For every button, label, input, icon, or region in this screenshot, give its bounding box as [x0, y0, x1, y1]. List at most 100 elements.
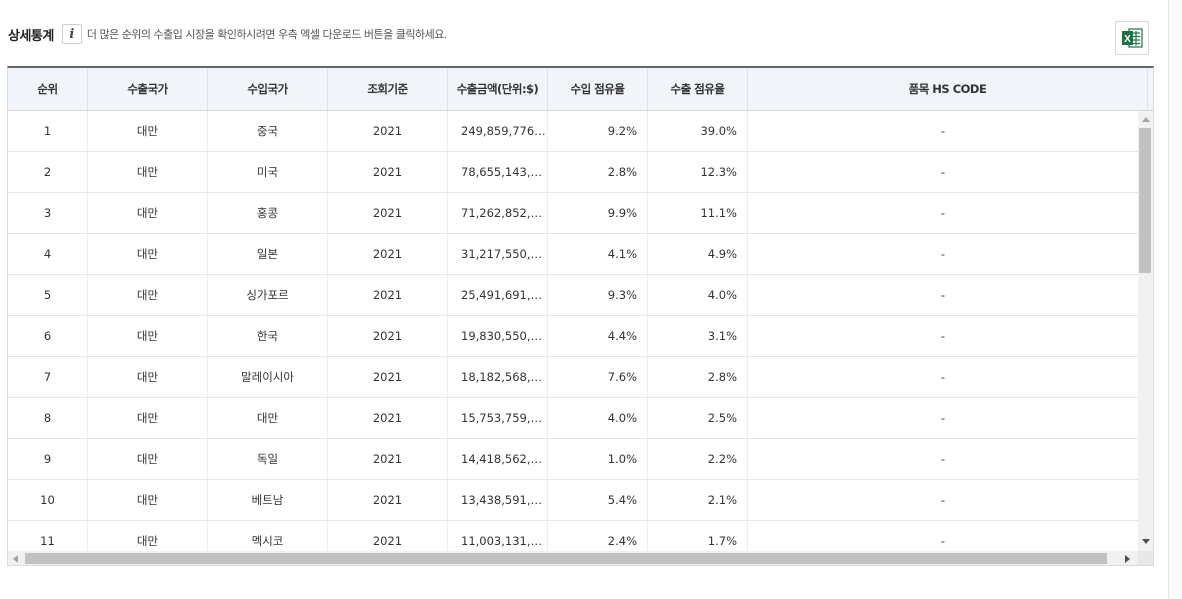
import-country-cell: 중국	[208, 111, 328, 151]
export-country-cell: 대만	[88, 480, 208, 520]
section-title: 상세통계	[8, 28, 54, 44]
export-country-cell: 대만	[88, 521, 208, 551]
export-country-cell: 대만	[88, 316, 208, 356]
export-country-cell: 대만	[88, 152, 208, 192]
info-icon[interactable]: i	[61, 24, 82, 44]
import-share-cell: 9.2%	[548, 111, 648, 151]
hs-code-cell: -	[940, 247, 946, 261]
export-amount-cell: 15,753,759,…	[448, 398, 548, 438]
export-country-cell: 대만	[88, 111, 208, 151]
table-row[interactable]: 3 대만 홍콩 2021 71,262,852,… 9.9% 11.1% -	[8, 193, 1138, 234]
column-header-export-share[interactable]: 수출 점유율	[648, 68, 748, 110]
rank-cell: 1	[8, 111, 88, 151]
export-amount-cell: 31,217,550,…	[448, 234, 548, 274]
export-amount-cell: 18,182,568,…	[448, 357, 548, 397]
column-header-import-share[interactable]: 수입 점유율	[548, 68, 648, 110]
import-share-cell: 4.0%	[548, 398, 648, 438]
hs-code-cell: -	[940, 493, 946, 507]
table-row[interactable]: 1 대만 중국 2021 249,859,776… 9.2% 39.0% -	[8, 111, 1138, 152]
grid-body: 1 대만 중국 2021 249,859,776… 9.2% 39.0% -2 대만 미국 2021…	[8, 111, 1138, 551]
export-share-cell: 1.7%	[648, 521, 748, 551]
export-country-cell: 대만	[88, 439, 208, 479]
column-header-hs-code[interactable]: 품목 HS CODE	[748, 68, 1148, 110]
hs-code-cell: -	[940, 206, 946, 220]
import-share-cell: 1.0%	[548, 439, 648, 479]
scroll-left-icon[interactable]	[13, 555, 18, 563]
rank-cell: 7	[8, 357, 88, 397]
export-share-cell: 12.3%	[648, 152, 748, 192]
hs-code-cell: -	[940, 534, 946, 548]
export-share-cell: 11.1%	[648, 193, 748, 233]
reference-year-cell: 2021	[328, 193, 448, 233]
import-country-cell: 일본	[208, 234, 328, 274]
table-row[interactable]: 7 대만 말레이시아 2021 18,182,568,… 7.6% 2.8% -	[8, 357, 1138, 398]
export-amount-cell: 13,438,591,…	[448, 480, 548, 520]
table-row[interactable]: 10 대만 베트남 2021 13,438,591,… 5.4% 2.1% -	[8, 480, 1138, 521]
reference-year-cell: 2021	[328, 111, 448, 151]
export-amount-cell: 14,418,562,…	[448, 439, 548, 479]
horizontal-scrollbar[interactable]	[8, 551, 1138, 565]
import-country-cell: 싱가포르	[208, 275, 328, 315]
import-country-cell: 말레이시아	[208, 357, 328, 397]
hs-code-cell: -	[940, 124, 946, 138]
download-notice: 더 많은 순위의 수출입 시장을 확인하시려면 우측 엑셀 다운로드 버튼을 클…	[86, 28, 448, 41]
table-row[interactable]: 11 대만 멕시코 2021 11,003,131,… 2.4% 1.7% -	[8, 521, 1138, 551]
rank-cell: 6	[8, 316, 88, 356]
excel-download-button[interactable]: X	[1115, 21, 1149, 55]
rank-cell: 2	[8, 152, 88, 192]
reference-year-cell: 2021	[328, 357, 448, 397]
export-share-cell: 2.2%	[648, 439, 748, 479]
export-share-cell: 2.8%	[648, 357, 748, 397]
reference-year-cell: 2021	[328, 521, 448, 551]
excel-download-icon: X	[1122, 28, 1143, 48]
vertical-scrollbar[interactable]	[1138, 111, 1153, 551]
rank-cell: 4	[8, 234, 88, 274]
import-country-cell: 홍콩	[208, 193, 328, 233]
export-amount-cell: 19,830,550,…	[448, 316, 548, 356]
reference-year-cell: 2021	[328, 439, 448, 479]
export-share-cell: 4.0%	[648, 275, 748, 315]
import-country-cell: 베트남	[208, 480, 328, 520]
reference-year-cell: 2021	[328, 234, 448, 274]
export-country-cell: 대만	[88, 234, 208, 274]
section-header: 상세통계 i 더 많은 순위의 수출입 시장을 확인하시려면 우측 엑셀 다운로…	[8, 22, 447, 46]
import-share-cell: 9.9%	[548, 193, 648, 233]
import-country-cell: 미국	[208, 152, 328, 192]
column-header-spacer	[1148, 68, 1153, 110]
statistics-grid: 순위 수출국가 수입국가 조회기준 수출금액(단위:$) 수입 점유율 수출 점…	[7, 66, 1154, 566]
export-share-cell: 3.1%	[648, 316, 748, 356]
vertical-scroll-thumb[interactable]	[1139, 128, 1151, 273]
column-header-rank[interactable]: 순위	[8, 68, 88, 110]
reference-year-cell: 2021	[328, 316, 448, 356]
table-row[interactable]: 6 대만 한국 2021 19,830,550,… 4.4% 3.1% -	[8, 316, 1138, 357]
hs-code-cell: -	[940, 165, 946, 179]
scroll-up-icon[interactable]	[1142, 117, 1150, 122]
import-country-cell: 한국	[208, 316, 328, 356]
scroll-right-icon[interactable]	[1125, 555, 1130, 563]
import-share-cell: 2.8%	[548, 152, 648, 192]
export-share-cell: 4.9%	[648, 234, 748, 274]
reference-year-cell: 2021	[328, 398, 448, 438]
table-row[interactable]: 8 대만 대만 2021 15,753,759,… 4.0% 2.5% -	[8, 398, 1138, 439]
export-amount-cell: 71,262,852,…	[448, 193, 548, 233]
table-row[interactable]: 9 대만 독일 2021 14,418,562,… 1.0% 2.2% -	[8, 439, 1138, 480]
horizontal-scroll-thumb[interactable]	[25, 553, 1107, 564]
table-row[interactable]: 5 대만 싱가포르 2021 25,491,691,… 9.3% 4.0% -	[8, 275, 1138, 316]
import-share-cell: 9.3%	[548, 275, 648, 315]
column-header-reference-year[interactable]: 조회기준	[328, 68, 448, 110]
reference-year-cell: 2021	[328, 480, 448, 520]
column-header-import-country[interactable]: 수입국가	[208, 68, 328, 110]
import-share-cell: 5.4%	[548, 480, 648, 520]
export-country-cell: 대만	[88, 193, 208, 233]
scroll-down-icon[interactable]	[1142, 539, 1150, 544]
export-amount-cell: 78,655,143,…	[448, 152, 548, 192]
export-share-cell: 2.1%	[648, 480, 748, 520]
import-country-cell: 멕시코	[208, 521, 328, 551]
hs-code-cell: -	[940, 411, 946, 425]
import-share-cell: 2.4%	[548, 521, 648, 551]
column-header-export-country[interactable]: 수출국가	[88, 68, 208, 110]
column-header-export-amount[interactable]: 수출금액(단위:$)	[448, 68, 548, 110]
table-row[interactable]: 2 대만 미국 2021 78,655,143,… 2.8% 12.3% -	[8, 152, 1138, 193]
import-share-cell: 4.1%	[548, 234, 648, 274]
table-row[interactable]: 4 대만 일본 2021 31,217,550,… 4.1% 4.9% -	[8, 234, 1138, 275]
